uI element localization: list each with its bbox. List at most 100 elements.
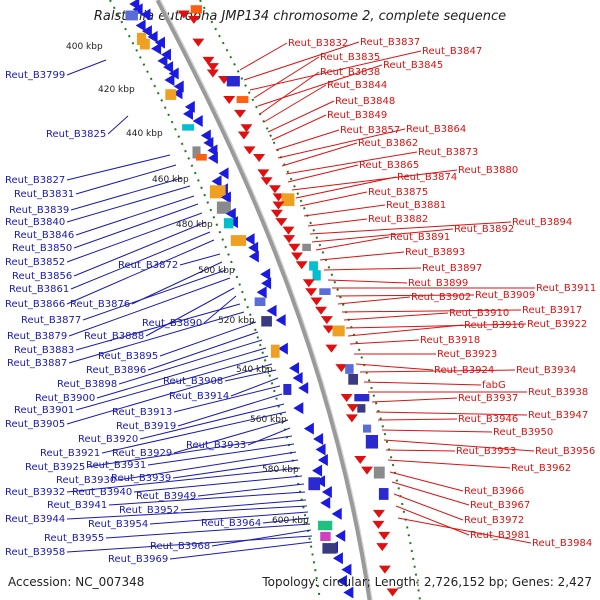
gene-label-left[interactable]: Reut_B3839	[9, 205, 69, 216]
gene-label-right[interactable]: Reut_B3911	[536, 283, 596, 294]
gene-label-left[interactable]: Reut_B3887	[7, 358, 67, 369]
gene-label-right[interactable]: Reut_B3923	[437, 349, 497, 360]
gene-label-left[interactable]: Reut_B3939	[111, 473, 171, 484]
gene-label-right[interactable]: Reut_B3899	[408, 278, 468, 289]
gene-label-left[interactable]: Reut_B3944	[5, 514, 65, 525]
gene-label-left[interactable]: Reut_B3883	[14, 345, 74, 356]
gene-label-left[interactable]: Reut_B3846	[14, 230, 74, 241]
gene-label-left[interactable]: Reut_B3913	[112, 407, 172, 418]
gene-label-right[interactable]: Reut_B3837	[360, 37, 420, 48]
gene-label-left[interactable]: Reut_B3896	[86, 365, 146, 376]
gene-label-right[interactable]: Reut_B3882	[368, 214, 428, 225]
gene-label-left[interactable]: Reut_B3964	[201, 518, 261, 529]
gene-label-right[interactable]: Reut_B3881	[386, 200, 446, 211]
gene-label-left[interactable]: Reut_B3920	[78, 434, 138, 445]
gene-label-left[interactable]: Reut_B3850	[12, 243, 72, 254]
gene-label-left[interactable]: Reut_B3856	[12, 271, 72, 282]
gene-label-right[interactable]: Reut_B3917	[522, 305, 582, 316]
gene-label-left[interactable]: Reut_B3866	[5, 299, 65, 310]
gene-label-left[interactable]: Reut_B3827	[5, 175, 65, 186]
gene-label-right[interactable]: Reut_B3984	[532, 538, 592, 549]
gene-label-left[interactable]: Reut_B3949	[136, 491, 196, 502]
gene-label-right[interactable]: Reut_B3845	[383, 60, 443, 71]
gene-label-right[interactable]: Reut_B3950	[493, 427, 553, 438]
gene-label-left[interactable]: Reut_B3933	[186, 440, 246, 451]
gene-label-left[interactable]: Reut_B3895	[98, 351, 158, 362]
gene-label-right[interactable]: Reut_B3918	[420, 335, 480, 346]
gene-label-right[interactable]: Reut_B3972	[464, 515, 524, 526]
gene-label-right[interactable]: Reut_B3865	[359, 160, 419, 171]
gene-label-left[interactable]: Reut_B3954	[88, 519, 148, 530]
gene-label-right[interactable]: Reut_B3891	[390, 232, 450, 243]
gene-label-right[interactable]: Reut_B3848	[335, 96, 395, 107]
gene-label-right[interactable]: Reut_B3835	[320, 52, 380, 63]
gene-label-left[interactable]: Reut_B3825	[46, 129, 106, 140]
gene-label-left[interactable]: Reut_B3890	[142, 318, 202, 329]
gene-label-right[interactable]: Reut_B3924	[434, 365, 494, 376]
gene-label-right[interactable]: Reut_B3962	[511, 463, 571, 474]
gene-label-right[interactable]: Reut_B3893	[405, 247, 465, 258]
gene-label-left[interactable]: Reut_B3901	[14, 405, 74, 416]
gene-label-right[interactable]: Reut_B3956	[535, 446, 595, 457]
gene-label-right[interactable]: Reut_B3832	[288, 38, 348, 49]
gene-label-left[interactable]: Reut_B3969	[108, 554, 168, 565]
gene-label-left[interactable]: Reut_B3955	[44, 533, 104, 544]
gene-label-left[interactable]: Reut_B3879	[7, 331, 67, 342]
gene-label-left[interactable]: Reut_B3861	[9, 284, 69, 295]
gene-label-left[interactable]: Reut_B3908	[163, 376, 223, 387]
gene-label-left[interactable]: Reut_B3958	[5, 547, 65, 558]
gene-label-right[interactable]: Reut_B3892	[454, 224, 514, 235]
gene-label-right[interactable]: Reut_B3894	[512, 217, 572, 228]
gene-label-left[interactable]: Reut_B3877	[21, 315, 81, 326]
gene-label-left[interactable]: Reut_B3898	[57, 379, 117, 390]
gene-label-right[interactable]: Reut_B3966	[464, 486, 524, 497]
gene-label-left[interactable]: Reut_B3900	[35, 393, 95, 404]
gene-label-left[interactable]: Reut_B3799	[5, 70, 65, 81]
gene-label-right[interactable]: Reut_B3916	[464, 320, 524, 331]
gene-label-left[interactable]: Reut_B3931	[86, 460, 146, 471]
gene-label-left[interactable]: Reut_B3905	[5, 419, 65, 430]
gene-label-left[interactable]: Reut_B3930	[56, 475, 116, 486]
gene-label-right[interactable]: Reut_B3934	[516, 365, 576, 376]
gene-label-right[interactable]: Reut_B3857	[340, 125, 400, 136]
gene-label-right[interactable]: fabG	[482, 380, 506, 391]
gene-label-right[interactable]: Reut_B3946	[458, 414, 518, 425]
gene-label-right[interactable]: Reut_B3981	[470, 530, 530, 541]
gene-label-left[interactable]: Reut_B3888	[84, 331, 144, 342]
gene-label-right[interactable]: Reut_B3902	[411, 292, 471, 303]
gene-label-left[interactable]: Reut_B3940	[72, 487, 132, 498]
gene-label-left[interactable]: Reut_B3968	[150, 541, 210, 552]
gene-label-left[interactable]: Reut_B3925	[25, 462, 85, 473]
gene-label-right[interactable]: Reut_B3874	[397, 172, 457, 183]
gene-label-left[interactable]: Reut_B3852	[5, 257, 65, 268]
gene-label-left[interactable]: Reut_B3831	[14, 189, 74, 200]
gene-label-right[interactable]: Reut_B3909	[475, 290, 535, 301]
gene-label-left[interactable]: Reut_B3929	[112, 448, 172, 459]
gene-label-right[interactable]: Reut_B3862	[358, 138, 418, 149]
gene-label-right[interactable]: Reut_B3838	[320, 67, 380, 78]
gene-label-left[interactable]: Reut_B3932	[5, 487, 65, 498]
gene-label-right[interactable]: Reut_B3937	[458, 393, 518, 404]
gene-label-right[interactable]: Reut_B3897	[422, 263, 482, 274]
gene-label-left[interactable]: Reut_B3872	[118, 260, 178, 271]
gene-label-left[interactable]: Reut_B3952	[119, 505, 179, 516]
gene-label-right[interactable]: Reut_B3844	[327, 80, 387, 91]
gene-label-left[interactable]: Reut_B3840	[5, 217, 65, 228]
gene-label-left[interactable]: Reut_B3914	[169, 391, 229, 402]
gene-label-right[interactable]: Reut_B3875	[368, 187, 428, 198]
gene-label-right[interactable]: Reut_B3847	[422, 46, 482, 57]
gene-label-left[interactable]: Reut_B3876	[70, 299, 130, 310]
gene-label-right[interactable]: Reut_B3922	[527, 319, 587, 330]
gene-label-right[interactable]: Reut_B3880	[458, 165, 518, 176]
gene-label-right[interactable]: Reut_B3967	[470, 500, 530, 511]
gene-label-right[interactable]: Reut_B3953	[456, 446, 516, 457]
gene-label-right[interactable]: Reut_B3938	[528, 387, 588, 398]
gene-label-right[interactable]: Reut_B3947	[528, 410, 588, 421]
gene-label-right[interactable]: Reut_B3864	[406, 124, 466, 135]
gene-label-right[interactable]: Reut_B3873	[418, 147, 478, 158]
gene-label-left[interactable]: Reut_B3919	[116, 421, 176, 432]
gene-label-left[interactable]: Reut_B3941	[47, 500, 107, 511]
gene-label-left[interactable]: Reut_B3921	[40, 448, 100, 459]
gene-label-right[interactable]: Reut_B3910	[449, 308, 509, 319]
gene-label-right[interactable]: Reut_B3849	[327, 110, 387, 121]
